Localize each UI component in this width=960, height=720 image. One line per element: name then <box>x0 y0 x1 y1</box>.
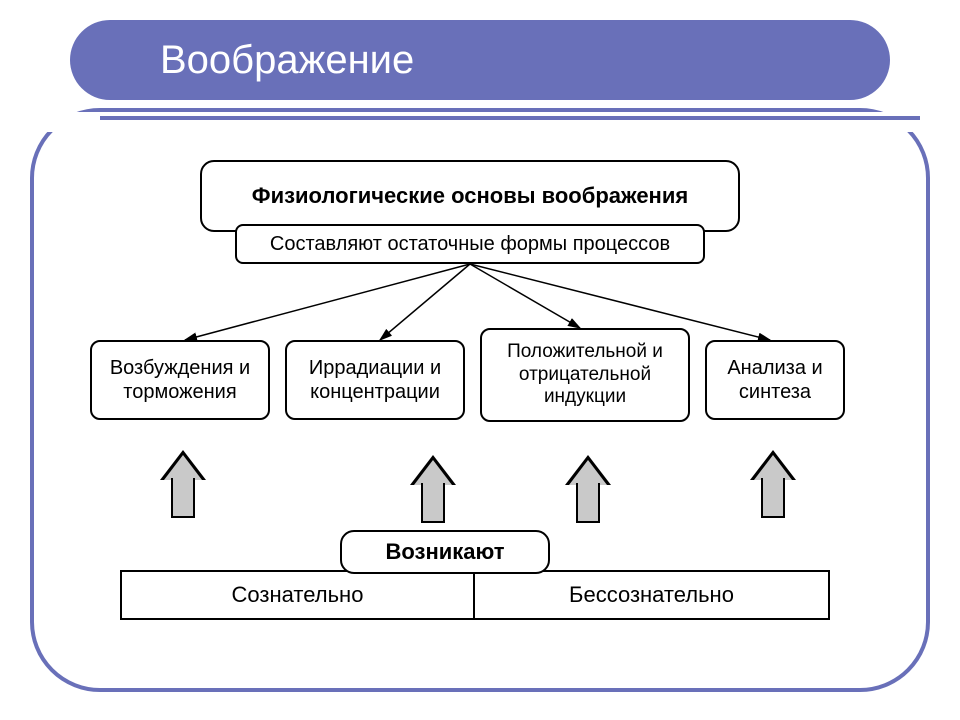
cell-unconscious-text: Бессознательно <box>569 582 734 608</box>
node-child-1: Возбуждения и торможения <box>90 340 270 420</box>
node-arise: Возникают <box>340 530 550 574</box>
node-top-title: Физиологические основы воображения <box>200 160 740 232</box>
up-arrow-icon <box>410 455 456 525</box>
slide-title-banner: Воображение <box>70 20 890 100</box>
divider-line <box>100 116 920 120</box>
node-top-title-text: Физиологические основы воображения <box>252 183 688 209</box>
cell-conscious: Сознательно <box>120 570 475 620</box>
slide: Воображение Физиологические основы вообр… <box>0 0 960 720</box>
node-child-3: Положительной и отрицательной индукции <box>480 328 690 422</box>
cell-unconscious: Бессознательно <box>473 570 830 620</box>
node-child-3-text: Положительной и отрицательной индукции <box>490 341 680 409</box>
node-sub-title: Составляют остаточные формы процессов <box>235 224 705 264</box>
up-arrow-icon <box>565 455 611 525</box>
node-arise-text: Возникают <box>385 539 504 565</box>
diagram-area: Физиологические основы воображения Соста… <box>90 150 880 690</box>
up-arrow-icon <box>160 450 206 520</box>
node-child-1-text: Возбуждения и торможения <box>100 356 260 404</box>
frame-mask <box>34 112 926 132</box>
slide-title: Воображение <box>160 38 414 83</box>
up-arrow-icon <box>750 450 796 520</box>
node-child-4-text: Анализа и синтеза <box>715 356 835 404</box>
node-child-2: Иррадиации и концентрации <box>285 340 465 420</box>
node-child-2-text: Иррадиации и концентрации <box>295 356 455 404</box>
cell-conscious-text: Сознательно <box>232 582 364 608</box>
node-sub-title-text: Составляют остаточные формы процессов <box>270 232 670 256</box>
node-child-4: Анализа и синтеза <box>705 340 845 420</box>
